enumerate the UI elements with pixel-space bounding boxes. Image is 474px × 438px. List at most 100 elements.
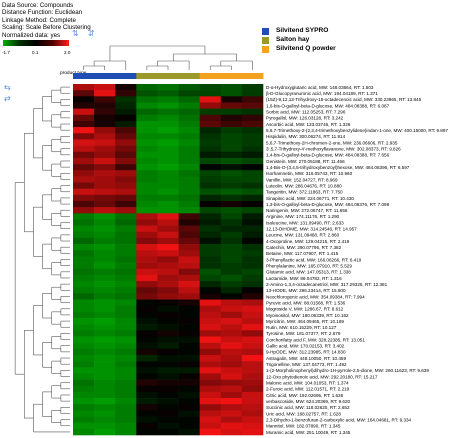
heatmap-cell	[157, 213, 179, 220]
heatmap-cell	[178, 96, 200, 103]
heatmap-cell	[241, 139, 264, 146]
heatmap-cell	[136, 373, 158, 380]
heatmap-cell	[157, 422, 179, 430]
heatmap-cell	[157, 176, 179, 183]
heatmap-cell	[241, 157, 264, 165]
heatmap-cell	[136, 114, 158, 122]
heatmap-cell	[136, 213, 158, 220]
row-label: Isoleucine, MW: 131.09490, RT: 2.633	[266, 220, 344, 225]
heatmap-cell	[73, 96, 95, 103]
heatmap-cell	[178, 244, 200, 251]
row-label: Tangeritin, MW: 372.11863, RT: 7.750	[266, 190, 343, 195]
heatmap-cell	[199, 281, 222, 288]
heatmap-cell	[220, 213, 243, 220]
legend-label: Silvitend SYPRO	[276, 27, 329, 34]
heatmap-cell	[115, 207, 137, 214]
heatmap-cell	[178, 133, 200, 140]
heatmap-cell	[115, 225, 137, 233]
heatmap-cell	[157, 244, 179, 251]
heatmap-cell	[136, 201, 158, 208]
heatmap-cell	[136, 120, 158, 128]
expand-rows-icon[interactable]: ⇆	[4, 83, 11, 92]
heatmap-cell	[178, 318, 200, 325]
heatmap-cell	[220, 422, 243, 430]
row-label: Myricitrin, MW: 464.09465, RT: 10.169	[266, 319, 344, 324]
heatmap-cell	[115, 305, 137, 313]
heatmap-cell	[199, 422, 222, 430]
row-label: Mannitol, MW: 182.07890, RT: 1.345	[266, 424, 341, 429]
heatmap-cell	[136, 250, 158, 257]
heatmap-cell	[157, 201, 179, 208]
heatmap-cell	[136, 305, 158, 313]
heatmap-cell	[73, 367, 95, 374]
heatmap-cell	[241, 219, 264, 226]
heatmap-cell	[220, 410, 243, 417]
heatmap-cell	[157, 342, 179, 350]
heatmap-cell	[220, 250, 243, 257]
heatmap-cell	[115, 231, 137, 239]
heatmap-cell	[115, 127, 137, 134]
heatmap-cell	[73, 244, 95, 251]
heatmap-cell	[94, 262, 116, 270]
heatmap-cell	[220, 102, 243, 109]
heatmap-cell	[94, 348, 116, 356]
heatmap-cell	[199, 348, 222, 356]
heatmap-cell	[136, 139, 158, 146]
heatmap-cell	[94, 410, 116, 417]
row-label: Hispidulin, MW: 300.06274, RT: 11.914	[266, 134, 346, 139]
heatmap-cell	[73, 348, 95, 356]
heatmap-cell	[199, 250, 222, 257]
heatmap-cell	[94, 231, 116, 239]
heatmap-cell	[199, 176, 222, 183]
heatmap-cell	[136, 311, 158, 319]
heatmap-cell	[157, 373, 179, 380]
heatmap-cell	[73, 108, 95, 116]
heatmap-cell	[199, 145, 222, 153]
heatmap-cell	[73, 336, 95, 343]
heatmap-cell	[199, 244, 222, 251]
heatmap-cell	[94, 139, 116, 146]
heatmap-cell	[157, 348, 179, 356]
heatmap-cell	[94, 311, 116, 319]
expand-columns-icon[interactable]: ⇅	[72, 29, 79, 38]
heatmap-cell	[199, 194, 222, 202]
info-line: Normalized data: yes	[2, 31, 61, 39]
heatmap-cell	[73, 428, 95, 436]
heatmap-cell	[199, 379, 222, 387]
row-label: 9-HpODE, MW: 312.23985, RT: 14.830	[266, 350, 346, 355]
heatmap-cell	[94, 194, 116, 202]
heatmap-cell	[220, 287, 243, 294]
heatmap-cell	[94, 268, 116, 276]
heatmap-cell	[94, 207, 116, 214]
heatmap-cell	[199, 311, 222, 319]
heatmap-cell	[115, 385, 137, 393]
heatmap-cell	[220, 299, 243, 306]
heatmap-cell	[73, 330, 95, 337]
row-label: Arginine, MW: 174.11176, RT: 1.290	[266, 214, 340, 219]
row-label: β-D-Glucopyranuronic acid, MW: 194.04189…	[266, 91, 378, 96]
heatmap-cell	[199, 102, 222, 109]
collapse-columns-icon[interactable]: ⇵	[88, 29, 95, 38]
row-label: 13-HODE, MW: 296.23414, RT: 15.600	[266, 288, 346, 293]
row-label: Sinapinic acid, MW: 224.06771, RT: 10.43…	[266, 196, 354, 201]
heatmap-cell	[199, 373, 222, 380]
heatmap-cell	[220, 311, 243, 319]
heatmap-cell	[220, 281, 243, 288]
heatmap-cell	[178, 336, 200, 343]
heatmap-cell	[73, 231, 95, 239]
heatmap-cell	[241, 373, 264, 380]
heatmap-cell	[178, 268, 200, 276]
heatmap-cell	[199, 268, 222, 276]
heatmap-cell	[178, 127, 200, 134]
info-line: Distance Function: Euclidean	[2, 9, 83, 17]
collapse-rows-icon[interactable]: ⇄	[4, 94, 11, 103]
heatmap-cell	[178, 108, 200, 116]
heatmap-cell	[199, 299, 222, 306]
heatmap-cell	[157, 256, 179, 263]
heatmap-cell	[220, 416, 243, 423]
heatmap-cell	[136, 157, 158, 165]
heatmap-cell	[73, 84, 95, 91]
heatmap-cell	[73, 262, 95, 270]
heatmap-cell	[178, 207, 200, 214]
heatmap-cell	[241, 354, 264, 362]
